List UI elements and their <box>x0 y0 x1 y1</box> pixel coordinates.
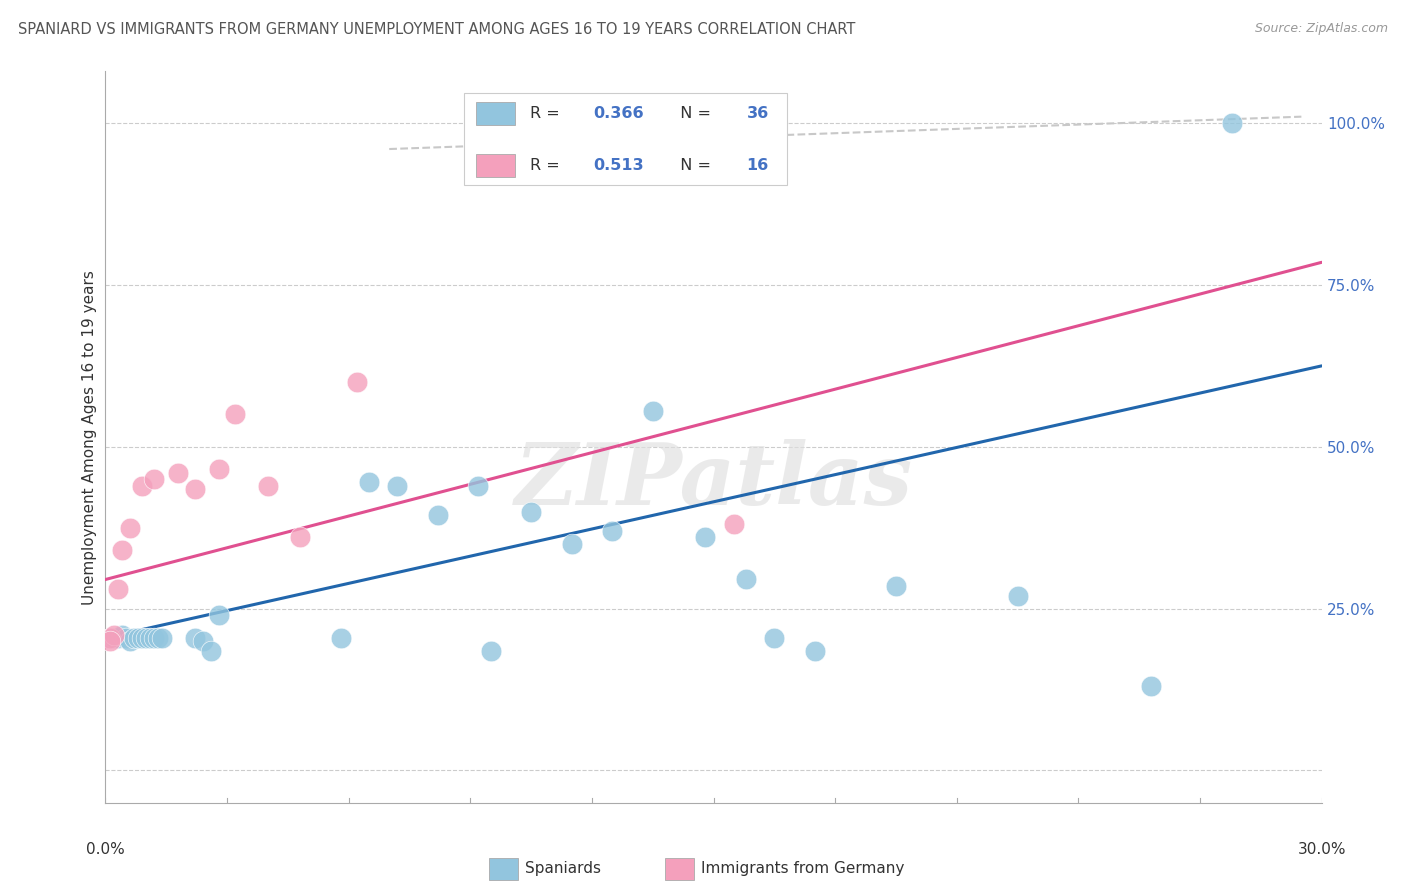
FancyBboxPatch shape <box>477 102 516 126</box>
Point <box>114 631 136 645</box>
Text: Immigrants from Germany: Immigrants from Germany <box>702 861 904 876</box>
Point <box>143 631 166 645</box>
Text: 16: 16 <box>747 158 769 173</box>
Point <box>357 475 380 490</box>
Text: N =: N = <box>669 158 716 173</box>
Point <box>122 631 145 645</box>
Point <box>146 631 169 645</box>
Point <box>387 478 409 492</box>
Point <box>131 631 153 645</box>
Point <box>329 631 352 645</box>
Point <box>467 478 489 492</box>
Point <box>103 627 125 641</box>
Point <box>98 634 121 648</box>
Point <box>111 627 134 641</box>
Point <box>884 579 907 593</box>
Point <box>208 608 231 623</box>
Point <box>479 643 502 657</box>
Text: 36: 36 <box>747 106 769 121</box>
Text: ZIPatlas: ZIPatlas <box>515 439 912 523</box>
Point <box>256 478 278 492</box>
Point <box>127 631 149 645</box>
Point <box>191 634 214 648</box>
Point <box>107 631 129 645</box>
Text: R =: R = <box>530 106 565 121</box>
Point <box>224 408 246 422</box>
Point <box>118 521 141 535</box>
Point <box>139 631 162 645</box>
FancyBboxPatch shape <box>488 858 517 880</box>
Text: Source: ZipAtlas.com: Source: ZipAtlas.com <box>1254 22 1388 36</box>
Point <box>167 466 190 480</box>
Point <box>1007 589 1029 603</box>
Text: Spaniards: Spaniards <box>524 861 600 876</box>
Point <box>723 517 745 532</box>
Point <box>111 543 134 558</box>
Point <box>288 530 311 544</box>
Point <box>107 582 129 597</box>
Text: R =: R = <box>530 158 565 173</box>
FancyBboxPatch shape <box>477 154 516 178</box>
Point <box>426 508 449 522</box>
Point <box>804 643 827 657</box>
Point <box>103 631 125 645</box>
Point <box>98 631 121 645</box>
Point <box>150 631 173 645</box>
Text: SPANIARD VS IMMIGRANTS FROM GERMANY UNEMPLOYMENT AMONG AGES 16 TO 19 YEARS CORRE: SPANIARD VS IMMIGRANTS FROM GERMANY UNEM… <box>18 22 856 37</box>
Point <box>763 631 786 645</box>
Point <box>641 404 664 418</box>
Point <box>118 634 141 648</box>
Point <box>1222 116 1244 130</box>
Point <box>600 524 623 538</box>
Point <box>143 472 166 486</box>
Text: 0.0%: 0.0% <box>86 842 125 856</box>
FancyBboxPatch shape <box>665 858 695 880</box>
Point <box>695 530 717 544</box>
Text: 30.0%: 30.0% <box>1298 842 1346 856</box>
Point <box>208 462 231 476</box>
Text: 0.513: 0.513 <box>593 158 644 173</box>
Point <box>735 573 758 587</box>
Point <box>520 504 543 518</box>
Point <box>135 631 157 645</box>
Point <box>1140 679 1163 693</box>
Point <box>183 631 205 645</box>
Text: N =: N = <box>669 106 716 121</box>
Point <box>200 643 222 657</box>
Point <box>131 478 153 492</box>
Y-axis label: Unemployment Among Ages 16 to 19 years: Unemployment Among Ages 16 to 19 years <box>82 269 97 605</box>
Point <box>561 537 583 551</box>
FancyBboxPatch shape <box>464 94 786 185</box>
Point <box>346 375 368 389</box>
Point <box>98 631 121 645</box>
Text: 0.366: 0.366 <box>593 106 644 121</box>
Point <box>183 482 205 496</box>
